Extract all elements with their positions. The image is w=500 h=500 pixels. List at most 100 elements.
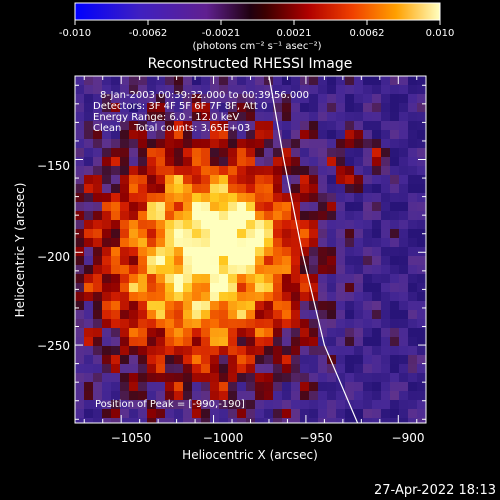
heatmap-cell [291, 265, 300, 274]
heatmap-cell [183, 148, 192, 157]
heatmap-cell [390, 193, 399, 202]
heatmap-cell [345, 373, 354, 382]
heatmap-cell [75, 400, 84, 409]
heatmap-cell [111, 202, 120, 211]
heatmap-cell [228, 409, 237, 418]
heatmap-cell [165, 355, 174, 364]
heatmap-cell [111, 130, 120, 139]
heatmap-cell [300, 211, 309, 220]
heatmap-cell [120, 292, 129, 301]
heatmap-cell [291, 256, 300, 265]
heatmap-cell [201, 202, 210, 211]
heatmap-cell [120, 85, 129, 94]
heatmap-cell [399, 148, 408, 157]
heatmap-cell [381, 301, 390, 310]
heatmap-cell [201, 211, 210, 220]
peak-position-text: Position of Peak = [-990,-190] [95, 399, 245, 410]
heatmap-cell [210, 400, 219, 409]
heatmap-cell [147, 76, 156, 85]
heatmap-cell [210, 364, 219, 373]
heatmap-cell [246, 391, 255, 400]
heatmap-cell [399, 391, 408, 400]
heatmap-cell [93, 238, 102, 247]
heatmap-cell [318, 130, 327, 139]
heatmap-cell [183, 103, 192, 112]
heatmap-cell [318, 328, 327, 337]
heatmap-cell [345, 229, 354, 238]
heatmap-cell [363, 121, 372, 130]
heatmap-cell [246, 157, 255, 166]
heatmap-cell [255, 256, 264, 265]
heatmap-cell [372, 139, 381, 148]
heatmap-cell [219, 148, 228, 157]
heatmap-cell [111, 211, 120, 220]
heatmap-cell [264, 175, 273, 184]
heatmap-cell [111, 247, 120, 256]
heatmap-cell [390, 256, 399, 265]
heatmap-cell [147, 220, 156, 229]
heatmap-cell [399, 337, 408, 346]
heatmap-cell [327, 283, 336, 292]
heatmap-cell [192, 103, 201, 112]
heatmap-cell [291, 148, 300, 157]
heatmap-cell [192, 373, 201, 382]
heatmap-cell [309, 139, 318, 148]
heatmap-cell [246, 346, 255, 355]
heatmap-cell [120, 238, 129, 247]
heatmap-cell [273, 85, 282, 94]
heatmap-cell [147, 166, 156, 175]
heatmap-cell [102, 157, 111, 166]
heatmap-cell [318, 85, 327, 94]
heatmap-cell [165, 283, 174, 292]
heatmap-cell [183, 337, 192, 346]
heatmap-cell [336, 373, 345, 382]
heatmap-cell [408, 364, 417, 373]
heatmap-cell [228, 175, 237, 184]
heatmap-cell [381, 247, 390, 256]
heatmap-cell [309, 103, 318, 112]
heatmap-cell [372, 310, 381, 319]
heatmap-cell [174, 409, 183, 418]
heatmap-cell [129, 292, 138, 301]
heatmap-cell [363, 238, 372, 247]
heatmap-cell [246, 301, 255, 310]
heatmap-cell [300, 94, 309, 103]
heatmap-cell [174, 301, 183, 310]
heatmap-cell [237, 265, 246, 274]
heatmap-cell [255, 382, 264, 391]
heatmap-cell [246, 238, 255, 247]
heatmap-cell [174, 274, 183, 283]
heatmap-cell [327, 337, 336, 346]
heatmap-cell [300, 166, 309, 175]
heatmap-cell [237, 220, 246, 229]
heatmap-cell [345, 274, 354, 283]
heatmap-cell [228, 319, 237, 328]
heatmap-cell [354, 373, 363, 382]
heatmap-cell [264, 355, 273, 364]
heatmap-cell [246, 292, 255, 301]
heatmap-cell [336, 184, 345, 193]
heatmap-cell [327, 310, 336, 319]
heatmap-cell [408, 139, 417, 148]
heatmap-cell [210, 166, 219, 175]
info-line-energy: Energy Range: 6.0 - 12.0 keV [93, 112, 239, 123]
heatmap-cell [183, 418, 192, 423]
heatmap-cell [120, 220, 129, 229]
heatmap-cell [129, 409, 138, 418]
heatmap-cell [237, 418, 246, 423]
heatmap-cell [381, 274, 390, 283]
heatmap-cell [129, 103, 138, 112]
heatmap-cell [147, 85, 156, 94]
heatmap-cell [219, 265, 228, 274]
heatmap-cell [255, 310, 264, 319]
heatmap-cell [156, 94, 165, 103]
heatmap-cell [183, 364, 192, 373]
heatmap-cell [102, 112, 111, 121]
heatmap-cell [282, 292, 291, 301]
heatmap-cell [156, 202, 165, 211]
heatmap-cell [363, 373, 372, 382]
heatmap-cell [381, 409, 390, 418]
heatmap-cell [381, 202, 390, 211]
heatmap-cell [192, 76, 201, 85]
heatmap-cell [246, 112, 255, 121]
